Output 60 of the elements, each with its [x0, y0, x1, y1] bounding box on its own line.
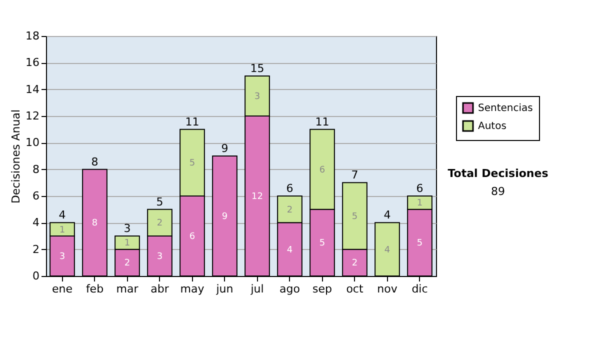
total-label: 4 — [58, 208, 66, 222]
data-label: 2 — [286, 205, 293, 216]
x-tick-label: feb — [86, 282, 104, 296]
data-label: 9 — [222, 212, 228, 222]
y-tick-label: 18 — [26, 30, 40, 42]
x-tick-label: mar — [116, 282, 139, 296]
data-label: 6 — [189, 232, 196, 242]
x-tick-label: jul — [250, 282, 264, 296]
total-label: 6 — [286, 182, 294, 195]
data-label: 8 — [92, 218, 98, 229]
x-tick-label: ago — [280, 282, 300, 296]
x-tick-label: dic — [412, 282, 428, 296]
y-tick-label: 10 — [26, 136, 40, 150]
x-tick-label: abr — [150, 282, 170, 296]
x-tick-label: nov — [377, 282, 398, 296]
y-tick-label: 0 — [32, 270, 40, 282]
data-label: 3 — [254, 92, 260, 102]
total-label: 7 — [351, 168, 358, 182]
data-label: 2 — [352, 258, 358, 269]
total-label: 9 — [221, 142, 228, 155]
y-tick-label: 14 — [26, 82, 40, 96]
data-label: 3 — [156, 252, 163, 262]
data-label: 1 — [416, 198, 423, 209]
legend-label: Autos — [478, 121, 506, 132]
y-tick-label: 4 — [32, 216, 40, 230]
y-tick-label: 8 — [32, 162, 40, 176]
text: 89 — [491, 185, 505, 198]
y-axis-title: Decisiones Anual — [10, 109, 23, 204]
total-label: 5 — [156, 195, 164, 208]
x-tick-label: ene — [52, 282, 73, 296]
data-label: 4 — [384, 245, 390, 256]
text: Total Decisiones — [448, 167, 549, 180]
total-label: 8 — [91, 155, 98, 168]
data-label: 5 — [352, 212, 358, 222]
total-label: 11 — [185, 115, 200, 128]
y-tick-label: 16 — [26, 56, 40, 70]
x-tick-label: may — [180, 282, 205, 296]
data-label: 2 — [124, 258, 130, 269]
x-tick-label: jun — [215, 282, 234, 296]
data-label: 3 — [59, 252, 66, 262]
data-label: 5 — [189, 158, 196, 169]
data-label: 6 — [319, 165, 326, 176]
data-label: 5 — [416, 238, 423, 249]
data-label: 4 — [286, 245, 293, 256]
legend-label: Sentencias — [478, 103, 533, 114]
x-tick-label: sep — [312, 282, 332, 296]
y-tick-label: 12 — [26, 110, 40, 122]
data-label: 5 — [319, 238, 326, 249]
data-label: 12 — [252, 192, 263, 202]
data-label: 1 — [59, 225, 66, 236]
data-label: 1 — [124, 238, 130, 249]
y-tick-label: 6 — [32, 190, 40, 202]
total-label: 15 — [250, 62, 264, 75]
y-tick-label: 2 — [32, 242, 40, 256]
total-label: 4 — [384, 208, 391, 222]
total-label: 6 — [416, 182, 424, 195]
x-tick-label: oct — [346, 282, 364, 296]
data-label: 2 — [156, 218, 163, 229]
total-label: 11 — [315, 115, 330, 128]
total-label: 3 — [124, 222, 131, 235]
